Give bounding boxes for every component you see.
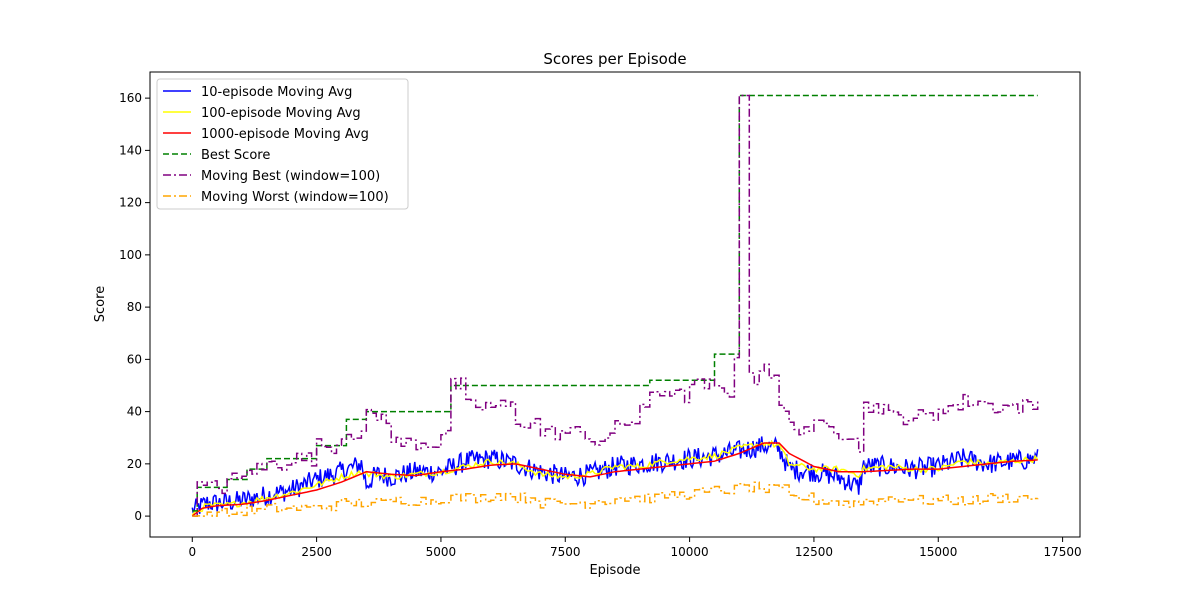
- legend-label: Best Score: [201, 148, 270, 163]
- legend-label: 100-episode Moving Avg: [201, 106, 361, 121]
- legend: 10-episode Moving Avg 100-episode Moving …: [156, 78, 409, 210]
- legend-label: Moving Best (window=100): [201, 169, 380, 184]
- series-line-5: [192, 481, 1039, 517]
- legend-label: 10-episode Moving Avg: [201, 85, 352, 100]
- x-tick-label: 0: [188, 545, 196, 559]
- y-tick-label: 100: [119, 248, 142, 262]
- series-line-2: [191, 442, 1038, 517]
- y-tick-label: 80: [127, 300, 142, 314]
- x-tick-label: 2500: [301, 545, 332, 559]
- legend-label: 1000-episode Moving Avg: [201, 127, 369, 142]
- x-tick-label: 15000: [919, 545, 957, 559]
- y-tick-label: 120: [119, 196, 142, 210]
- y-tick-label: 140: [119, 143, 142, 157]
- x-tick-label: 17500: [1043, 545, 1081, 559]
- x-tick-label: 5000: [426, 545, 457, 559]
- series-line-4: [192, 94, 1039, 517]
- y-tick-label: 20: [127, 457, 142, 471]
- y-tick-label: 0: [134, 509, 142, 523]
- x-tick-label: 7500: [550, 545, 581, 559]
- chart-title: Scores per Episode: [543, 50, 686, 68]
- legend-box: [156, 78, 409, 210]
- x-tick-label: 12500: [795, 545, 833, 559]
- y-axis: 0 20 40 60 80 100 120 140 160: [119, 91, 150, 523]
- x-axis-label: Episode: [589, 563, 640, 578]
- series-line-1: [191, 439, 1039, 516]
- legend-label: Moving Worst (window=100): [201, 190, 389, 205]
- y-axis-label: Score: [93, 286, 108, 322]
- plot-area: [191, 94, 1039, 517]
- y-tick-label: 160: [119, 91, 142, 105]
- x-tick-label: 10000: [671, 545, 709, 559]
- x-axis: 0 2500 5000 7500 10000 12500 15000 17500: [188, 537, 1082, 559]
- plot-frame: [149, 71, 1081, 538]
- y-tick-label: 60: [127, 352, 142, 366]
- y-tick-label: 40: [127, 405, 142, 419]
